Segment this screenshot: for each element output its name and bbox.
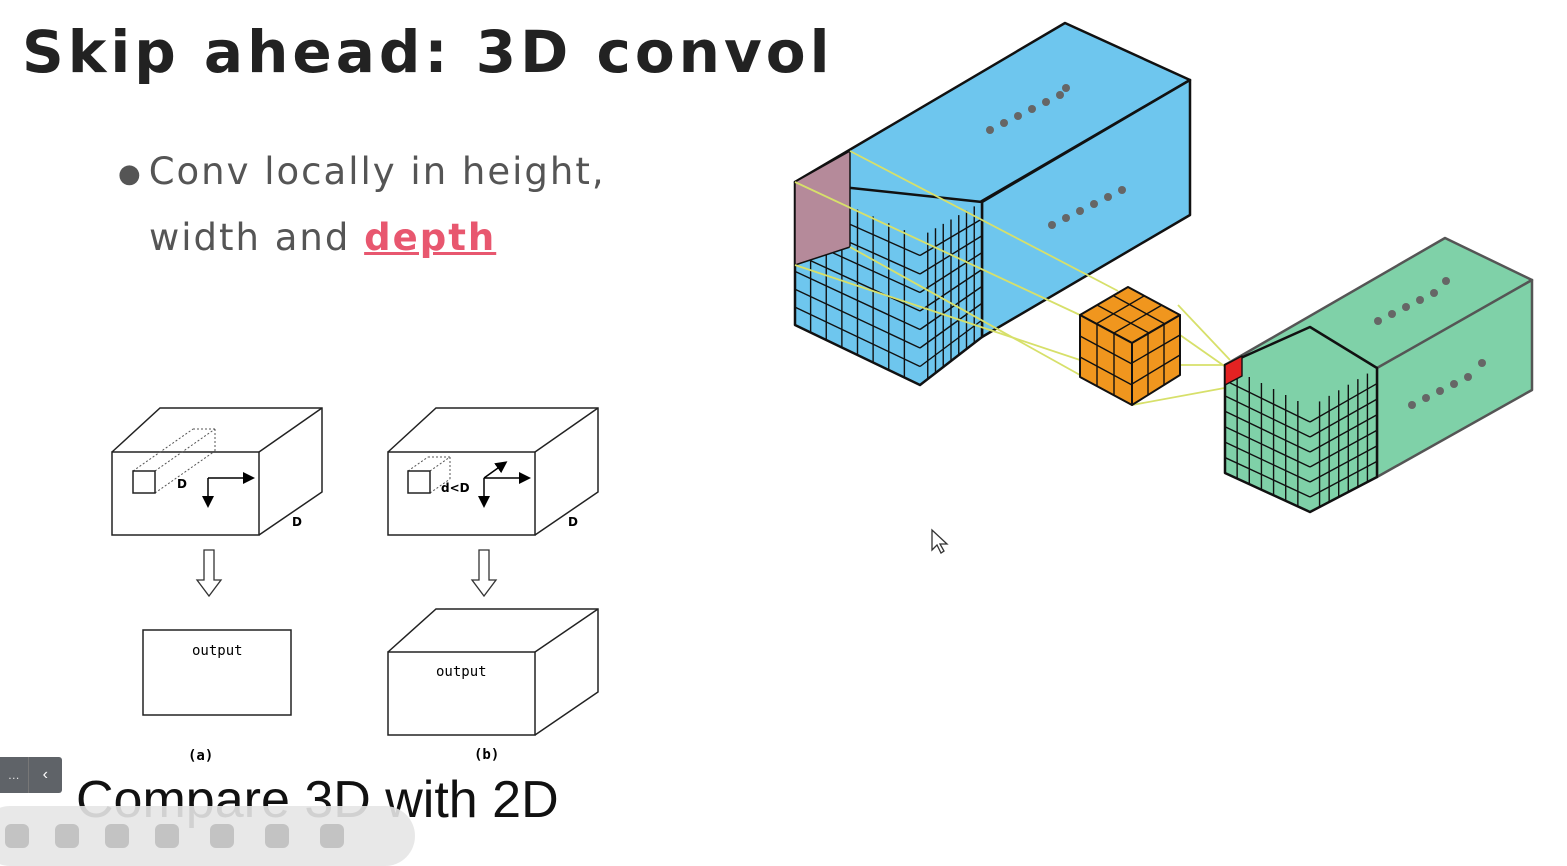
grid-line	[919, 302, 983, 349]
output-ellipsis-dots	[1374, 277, 1486, 409]
grid-line	[1224, 426, 1311, 468]
grid-line	[1309, 445, 1378, 483]
grid-line	[1309, 382, 1378, 423]
panel-a-label: (a)	[188, 748, 213, 764]
panel-b-input-box	[387, 407, 599, 536]
grid-line	[794, 288, 921, 349]
bullet-line-1: Conv locally in height,	[148, 150, 606, 193]
presenter-toolbar	[0, 806, 415, 866]
panel-a-side-label: D	[292, 515, 302, 529]
comparison-figure: D D output (a) d<D D output (b)	[111, 407, 599, 764]
screenshot-icon[interactable]	[105, 824, 129, 848]
panel-a-output-box	[142, 629, 292, 716]
grid-line	[1309, 414, 1378, 453]
output-volume	[1223, 236, 1534, 514]
grid-line	[794, 270, 921, 331]
grid-line	[919, 319, 983, 368]
input-grid	[794, 188, 983, 379]
panel-b-kernel-prism	[407, 456, 451, 494]
play-icon[interactable]	[5, 824, 29, 848]
grid-line	[1224, 441, 1311, 483]
panel-a-depth-label: D	[177, 477, 187, 491]
bullet-symbol: ●	[118, 158, 143, 189]
pen-icon[interactable]	[55, 824, 79, 848]
grid-line	[1224, 410, 1311, 453]
panel-a-output-label: output	[192, 643, 243, 659]
panel-b-arrows	[478, 461, 531, 508]
panel-a-arrows	[202, 472, 255, 508]
more-icon[interactable]	[265, 824, 289, 848]
grid-line	[794, 306, 921, 368]
conv3d-illustration	[793, 21, 1534, 514]
grid-line	[919, 285, 983, 331]
input-ellipsis-dots	[986, 84, 1126, 229]
grid-line	[1224, 379, 1311, 423]
grid-line	[1224, 395, 1311, 438]
panel-a-input-box	[111, 407, 323, 536]
output-grid	[1224, 371, 1378, 507]
panel-b-output-box	[387, 608, 599, 736]
projection-arrows	[794, 150, 1231, 406]
grid-line	[1309, 429, 1378, 468]
panel-a-kernel-prism	[132, 428, 216, 494]
prev-slide-button[interactable]: ‹	[27, 757, 62, 793]
mouse-cursor-icon	[931, 528, 949, 554]
panel-b-output-label: output	[436, 664, 487, 680]
bullet-point: ● Conv locally in height, width and depth	[118, 140, 606, 270]
slide-controls: … ‹	[0, 757, 62, 793]
depth-highlight: depth	[364, 215, 497, 259]
bullet-line-2: width and	[149, 215, 365, 259]
grid-line	[1224, 456, 1311, 498]
grid-line	[919, 268, 983, 312]
panel-a-down-arrow-icon	[195, 549, 223, 598]
grid-line	[1309, 460, 1378, 498]
notes-icon[interactable]	[210, 824, 234, 848]
grid-line	[794, 252, 921, 312]
panel-b-label: (b)	[474, 747, 499, 763]
panel-b-down-arrow-icon	[470, 549, 498, 598]
grid-line	[1309, 398, 1378, 438]
page-indicator[interactable]: …	[7, 768, 20, 782]
back-icon[interactable]	[320, 824, 344, 848]
slide-title: Skip ahead: 3D convol	[22, 18, 834, 86]
panel-b-depth-label: d<D	[441, 481, 470, 495]
video-icon[interactable]	[155, 824, 179, 848]
panel-b-side-label: D	[568, 515, 578, 529]
kernel-cube	[1079, 286, 1181, 406]
